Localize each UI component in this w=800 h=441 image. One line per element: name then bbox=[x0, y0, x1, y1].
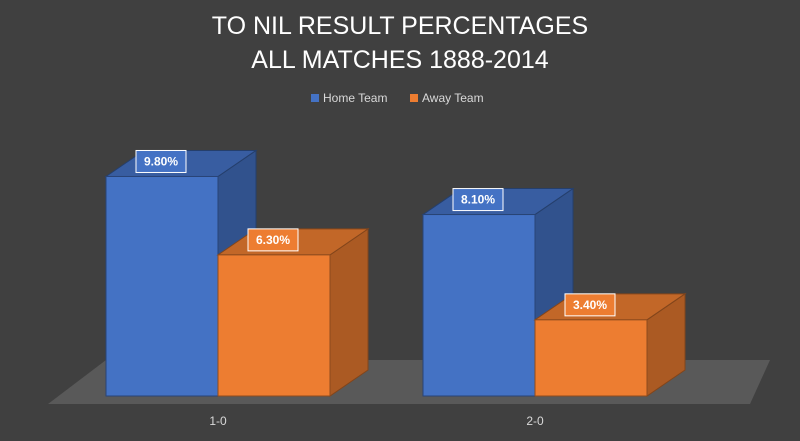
data-label-text: 9.80% bbox=[144, 154, 178, 168]
chart-title-line-2: ALL MATCHES 1888-2014 bbox=[251, 46, 548, 74]
bars bbox=[104, 149, 687, 397]
legend-label-away-team: Away Team bbox=[422, 91, 484, 105]
legend-swatch-home-team bbox=[311, 94, 319, 102]
data-label-box bbox=[135, 149, 187, 173]
bar-home-team-2-0 bbox=[421, 187, 575, 397]
data-label: 6.30% bbox=[247, 228, 299, 252]
chart-title-line-1: TO NIL RESULT PERCENTAGES bbox=[212, 12, 588, 40]
x-axis-tick-labels: 1-0 2-0 bbox=[209, 414, 544, 428]
data-label-text: 6.30% bbox=[256, 233, 290, 247]
x-tick-label: 1-0 bbox=[209, 414, 227, 428]
data-label-box bbox=[452, 188, 504, 212]
bar-away-team-1-0 bbox=[216, 227, 370, 397]
data-labels: 9.80% 6.30% 8.10% 3.40% bbox=[135, 149, 616, 317]
x-tick-label: 2-0 bbox=[526, 414, 544, 428]
legend-label-home-team: Home Team bbox=[323, 91, 387, 105]
data-label: 3.40% bbox=[564, 293, 616, 317]
data-label-text: 3.40% bbox=[573, 298, 607, 312]
data-label-text: 8.10% bbox=[461, 193, 495, 207]
data-label-box bbox=[247, 228, 299, 252]
legend-swatch-away-team bbox=[410, 94, 418, 102]
data-label-box bbox=[564, 293, 616, 317]
bar-front-face bbox=[534, 319, 648, 397]
data-label: 9.80% bbox=[135, 149, 187, 173]
bar-front-face bbox=[217, 254, 331, 397]
bar-side-face bbox=[329, 227, 369, 397]
bar-front-face bbox=[422, 214, 536, 397]
data-label: 8.10% bbox=[452, 188, 504, 212]
legend: Home Team Away Team bbox=[311, 91, 484, 105]
bar-front-face bbox=[105, 175, 219, 397]
